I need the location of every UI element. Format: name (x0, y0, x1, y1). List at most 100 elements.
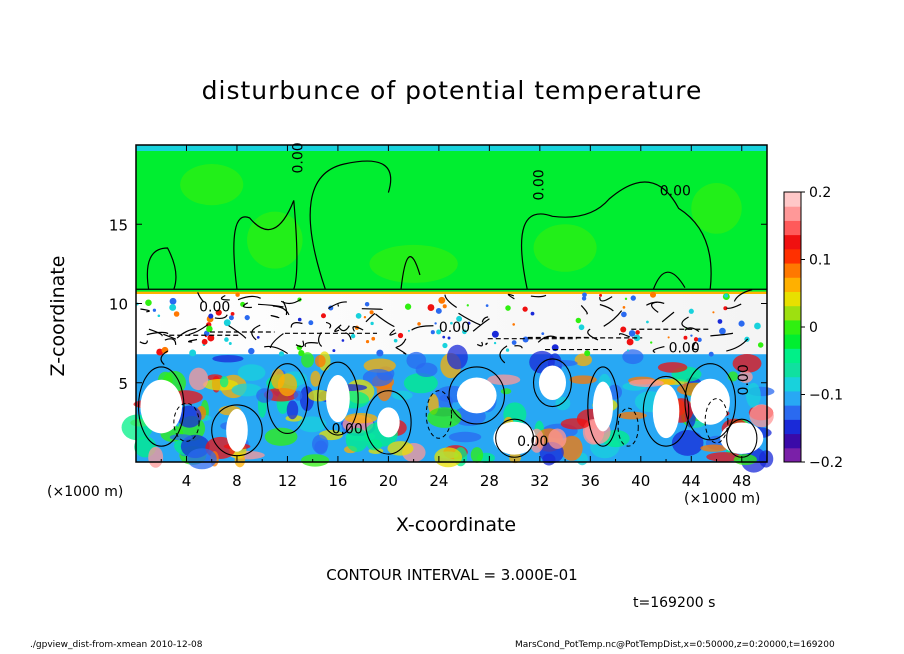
mid-speckle (541, 332, 545, 336)
mid-speckle (206, 325, 213, 333)
contour-line (652, 271, 686, 290)
mid-speckle (320, 313, 326, 319)
plume-blob (314, 354, 326, 368)
contour-line (304, 342, 319, 347)
contour-label: 0.00 (332, 421, 363, 437)
plume-blob (286, 400, 299, 420)
mid-speckle (628, 330, 636, 337)
mid-speckle (207, 334, 215, 342)
contour-label: 0.00 (291, 142, 307, 173)
mid-speckle (364, 301, 370, 307)
contour-line (514, 345, 523, 349)
mid-speckle (215, 309, 222, 316)
contour-line (692, 341, 698, 351)
x-axis-unit-left: (×1000 m) (47, 484, 124, 500)
contour-loop (684, 363, 737, 441)
contour-line (188, 324, 209, 336)
contour-line (242, 302, 252, 309)
colorbar-cell (784, 234, 801, 250)
colorbar-tick-label: 0.1 (809, 253, 831, 269)
mid-speckle (442, 335, 446, 339)
contour-line (710, 332, 734, 337)
contour-loop (495, 418, 535, 458)
mid-speckle (522, 336, 529, 343)
plume-blob (231, 383, 262, 397)
mid-speckle (442, 304, 447, 309)
colorbar-tick-label: −0.2 (809, 455, 843, 471)
mid-speckle (235, 292, 240, 297)
mid-speckle (341, 339, 345, 342)
contour-line (352, 326, 364, 332)
mid-speckle (355, 313, 362, 319)
mid-speckle (466, 304, 469, 307)
footer-left: ./gpview_dist-from-xmean 2010-12-08 (30, 640, 203, 650)
mid-speckle (635, 330, 640, 335)
mid-speckle (365, 339, 370, 344)
plume-blob (212, 354, 244, 363)
mid-speckle (297, 317, 302, 322)
plume-blob (256, 388, 273, 403)
plume-blob (732, 354, 762, 373)
contour-line (163, 333, 177, 340)
contour-line (337, 304, 340, 307)
thermal-core (592, 381, 614, 432)
plume-blob (312, 434, 329, 454)
mid-speckle (693, 337, 699, 342)
mid-speckle (456, 315, 463, 322)
mid-speckle (430, 330, 435, 335)
thermal-core (652, 384, 680, 439)
colorbar-cell (784, 291, 801, 307)
colorbar-cell (784, 248, 801, 264)
mid-speckle (447, 336, 451, 340)
contour-line (269, 333, 284, 349)
plume-blob (264, 427, 298, 446)
mid-speckle (228, 342, 232, 345)
thermal-core (377, 407, 400, 438)
plume-blob (403, 372, 438, 394)
mid-speckle (690, 334, 693, 337)
plume-blob (297, 416, 327, 433)
contour-line (485, 342, 488, 346)
colorbar-cell (784, 405, 801, 420)
mid-speckle (688, 308, 694, 314)
contour-line (726, 338, 749, 352)
upper-patch (247, 211, 303, 269)
mid-speckle (173, 311, 180, 317)
mid-speckle (201, 338, 208, 345)
mid-speckle (719, 327, 726, 335)
contour-line (233, 200, 298, 290)
mid-speckle (169, 297, 177, 305)
mid-speckle (248, 347, 255, 355)
plume-blob (219, 376, 229, 388)
contour-line (214, 314, 228, 320)
contour-line (160, 350, 169, 366)
x-axis-unit-right: (×1000 m) (684, 491, 761, 507)
contour-loop (211, 404, 263, 457)
plume-blob (448, 431, 482, 443)
plume-blob (671, 429, 704, 456)
mid-speckle (157, 314, 161, 318)
colorbar-cell (784, 263, 801, 278)
contour-line (264, 345, 289, 355)
contour-line (272, 305, 290, 316)
mid-speckle (717, 319, 723, 324)
plume-blob (310, 370, 321, 387)
thermal-core (493, 421, 536, 455)
mid-speckle (350, 333, 356, 339)
plume-blob (344, 413, 378, 424)
plume-blob (308, 389, 330, 402)
contour-line (365, 312, 376, 323)
plume-blob (749, 404, 774, 428)
mid-speckle (370, 321, 374, 326)
contour-line (139, 340, 148, 345)
mid-speckle (622, 306, 626, 309)
mid-speckle (582, 292, 587, 298)
plume-blob (733, 454, 757, 466)
top-fringe (136, 145, 767, 151)
plume-blob (415, 362, 438, 378)
contour-line (537, 335, 557, 343)
mid-speckle (363, 315, 367, 319)
plume-blob (470, 447, 484, 463)
colorbar-cell (784, 362, 801, 378)
